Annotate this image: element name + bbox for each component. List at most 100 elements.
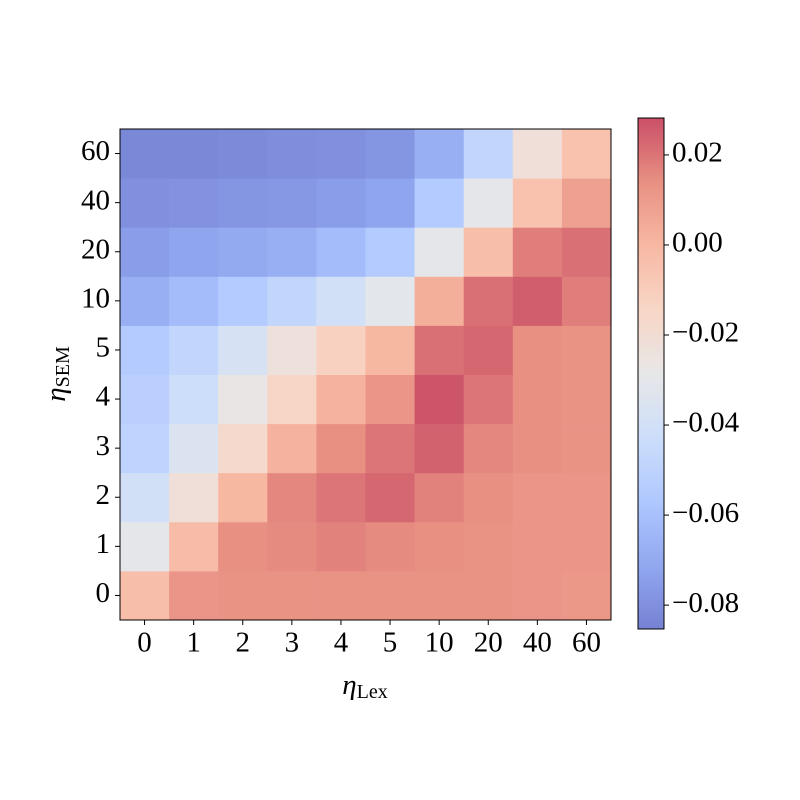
- x-tick-label: 10: [425, 627, 454, 659]
- heatmap-cell: [365, 178, 416, 228]
- y-tick-label: 60: [81, 135, 110, 167]
- heatmap-cell: [316, 325, 366, 375]
- x-tick-label: 60: [572, 627, 601, 659]
- heatmap-cell: [365, 472, 416, 523]
- heatmap-cell: [561, 374, 612, 425]
- heatmap-cell: [561, 423, 612, 474]
- y-tick-label: 5: [96, 332, 111, 364]
- heatmap-cell: [267, 129, 317, 179]
- heatmap-cell: [120, 276, 170, 326]
- heatmap-cell: [169, 325, 219, 375]
- heatmap-cell: [169, 521, 219, 572]
- heatmap-cell: [561, 570, 612, 621]
- heatmap-cell: [169, 472, 219, 523]
- heatmap-cell: [120, 472, 170, 523]
- heatmap-cell: [414, 129, 465, 179]
- heatmap-cell: [463, 325, 514, 375]
- plot-frame: [119, 128, 612, 621]
- heatmap-cell: [463, 570, 514, 621]
- heatmap-cell: [120, 178, 170, 228]
- heatmap-cell: [218, 276, 268, 326]
- heatmap-cell: [169, 423, 219, 474]
- heatmap-cell: [365, 374, 416, 425]
- heatmap-cell: [120, 325, 170, 375]
- heatmap-cell: [267, 570, 317, 621]
- heatmap-cell: [414, 374, 465, 425]
- heatmap-cell: [218, 570, 268, 621]
- heatmap-cell: [512, 423, 563, 474]
- heatmap-cell: [218, 325, 268, 375]
- heatmap-cell: [414, 276, 465, 326]
- heatmap-cell: [561, 521, 612, 572]
- heatmap-cell: [267, 423, 317, 474]
- x-tick-label: 40: [523, 627, 552, 659]
- heatmap-cell: [365, 325, 416, 375]
- heatmap-cell: [365, 227, 416, 277]
- heatmap-cell: [120, 521, 170, 572]
- heatmap-cell: [512, 570, 563, 621]
- heatmap-cell: [365, 276, 416, 326]
- heatmap-cell: [169, 178, 219, 228]
- heatmap-cell: [316, 521, 366, 572]
- heatmap-cell: [218, 129, 268, 179]
- heatmap-cell: [316, 374, 366, 425]
- heatmap-cell: [512, 178, 563, 228]
- heatmap-cell: [414, 178, 465, 228]
- heatmap-cell: [267, 374, 317, 425]
- heatmap-cell: [414, 570, 465, 621]
- heatmap-cell: [316, 472, 366, 523]
- y-axis-label: ηSEM: [40, 346, 74, 402]
- heatmap-cell: [218, 227, 268, 277]
- heatmap-cell: [267, 178, 317, 228]
- x-tick-label: 5: [383, 627, 398, 659]
- colorbar-tick-label: 0.00: [672, 227, 723, 259]
- heatmap-cell: [169, 129, 219, 179]
- heatmap-cell: [218, 472, 268, 523]
- y-tick-label: 4: [96, 381, 111, 413]
- heatmap-cell: [267, 276, 317, 326]
- x-tick-label: 20: [474, 627, 503, 659]
- heatmap-cell: [169, 227, 219, 277]
- heatmap-cell: [218, 374, 268, 425]
- heatmap-cell: [267, 521, 317, 572]
- heatmap-cell: [120, 423, 170, 474]
- heatmap-cell: [365, 570, 416, 621]
- colorbar-tick-label: −0.06: [672, 497, 739, 529]
- heatmap-cell: [414, 472, 465, 523]
- heatmap-cell: [316, 276, 366, 326]
- x-tick-label: 2: [236, 627, 251, 659]
- y-tick-label: 40: [81, 184, 110, 216]
- x-tick-label: 4: [334, 627, 349, 659]
- heatmap-cell: [463, 129, 514, 179]
- heatmap-cell: [561, 227, 612, 277]
- heatmap-cell: [316, 178, 366, 228]
- colorbar: [637, 117, 665, 630]
- y-label-symbol: η: [40, 387, 72, 401]
- heatmap-cell: [365, 423, 416, 474]
- y-tick-label: 20: [81, 233, 110, 265]
- heatmap-cell: [316, 227, 366, 277]
- x-axis-label: ηLex: [342, 669, 387, 703]
- heatmap-cell: [267, 227, 317, 277]
- colorbar-tick-label: −0.04: [672, 407, 740, 439]
- heatmap-cell: [267, 472, 317, 523]
- heatmap-cell: [512, 472, 563, 523]
- heatmap-cell: [120, 570, 170, 621]
- heatmap-cell: [512, 521, 563, 572]
- heatmap-cell: [414, 227, 465, 277]
- heatmap-cell: [414, 423, 465, 474]
- heatmap-cell: [512, 276, 563, 326]
- x-label-subscript: Lex: [357, 681, 388, 703]
- heatmap-cell: [316, 570, 366, 621]
- heatmap-cell: [169, 570, 219, 621]
- heatmap-cell: [414, 325, 465, 375]
- heatmap-cell: [561, 178, 612, 228]
- heatmap-cell: [120, 129, 170, 179]
- heatmap-cell: [463, 521, 514, 572]
- heatmap-cell: [316, 423, 366, 474]
- heatmap-cell: [512, 129, 563, 179]
- heatmap-cell: [365, 129, 416, 179]
- heatmap-cell: [365, 521, 416, 572]
- colorbar-tick-label: −0.08: [672, 587, 739, 619]
